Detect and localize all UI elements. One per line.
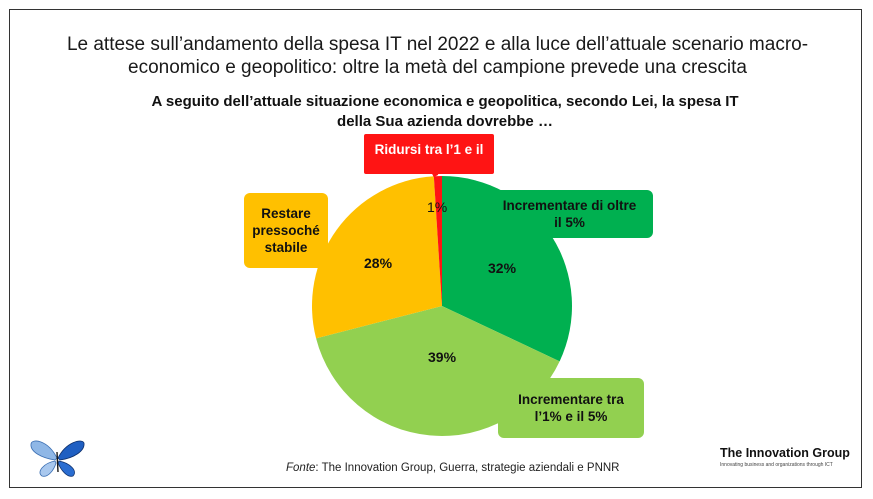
callout-stabile-line-3: stabile — [264, 240, 308, 255]
logo-name: The Innovation Group — [720, 446, 850, 460]
title-line-2: economico e geopolitico: oltre la metà d… — [128, 57, 747, 78]
callout-1-5: Incrementare tra l’1% e il 5% — [498, 378, 644, 438]
callout-oltre-5-line-1: Incrementare di oltre — [502, 198, 637, 213]
company-logo: The Innovation Group Innovating business… — [720, 446, 850, 468]
logo-tagline: Innovating business and organizations th… — [720, 462, 833, 468]
source-prefix: Fonte — [286, 462, 316, 474]
callout-ridursi-line-1: Ridursi tra l’1 e il — [374, 142, 484, 157]
callout-ridursi: Ridursi tra l’1 e il — [364, 134, 494, 174]
slice-stabile — [311, 176, 442, 339]
callout-stabile: Restare pressoché stabile — [244, 193, 328, 268]
data-label-28: 28% — [364, 255, 393, 271]
chart-question: A seguito dell’attuale situazione econom… — [100, 92, 790, 132]
callout-stabile-line-1: Restare — [261, 206, 311, 221]
slide-title: Le attese sull’andamento della spesa IT … — [40, 33, 835, 79]
source-note: Fonte: The Innovation Group, Guerra, str… — [286, 462, 619, 474]
callout-oltre-5: Incrementare di oltre il 5% — [486, 190, 653, 238]
callout-1-5-line-1: Incrementare tra — [518, 392, 624, 407]
data-label-39: 39% — [428, 349, 457, 365]
data-label-1: 1% — [427, 199, 448, 215]
title-line-1: Le attese sull’andamento della spesa IT … — [66, 34, 809, 55]
question-line-2: della Sua azienda dovrebbe … — [337, 113, 553, 130]
callout-stabile-line-2: pressoché — [252, 223, 320, 238]
source-text: : The Innovation Group, Guerra, strategi… — [315, 462, 620, 474]
butterfly-logo-icon — [30, 440, 85, 477]
callout-1-5-line-2: l’1% e il 5% — [534, 409, 608, 424]
data-label-32: 32% — [488, 260, 517, 276]
callout-oltre-5-line-2: il 5% — [554, 215, 585, 230]
slice-ridursi — [433, 176, 442, 306]
question-line-1: A seguito dell’attuale situazione econom… — [151, 93, 739, 110]
